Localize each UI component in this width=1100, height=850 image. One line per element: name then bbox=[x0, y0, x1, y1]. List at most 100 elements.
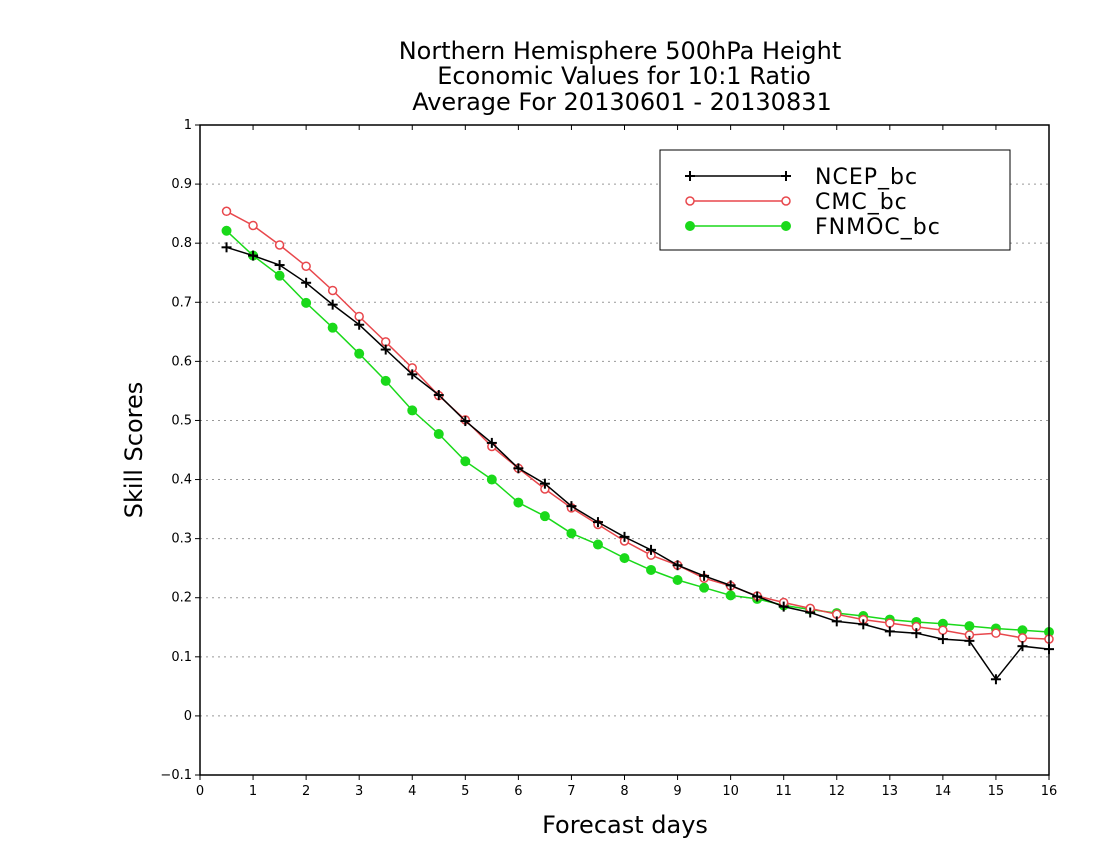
data-point-ncep-bc bbox=[1017, 641, 1028, 652]
legend-entry-ncep-bc: NCEP_bc bbox=[685, 165, 918, 190]
data-point-ncep-bc bbox=[433, 390, 444, 401]
data-point-fnmoc-bc bbox=[513, 497, 524, 508]
data-point-fnmoc-bc bbox=[274, 270, 285, 281]
data-point-fnmoc-bc bbox=[327, 322, 338, 333]
data-point-ncep-bc bbox=[327, 299, 338, 310]
data-point-ncep-bc bbox=[937, 634, 948, 645]
x-axis-label: Forecast days bbox=[542, 811, 708, 839]
data-point-ncep-bc bbox=[539, 478, 550, 489]
axis-ticks: −0.100.10.20.30.40.50.60.70.80.910 1 2 3 4 5 6… bbox=[160, 118, 1057, 799]
data-point-fnmoc-bc bbox=[592, 539, 603, 550]
chart-title: Northern Hemisphere 500hPa Height Econom… bbox=[399, 37, 842, 116]
y-tick-label: 0.1 bbox=[171, 650, 192, 665]
data-point-fnmoc-bc bbox=[672, 575, 683, 585]
data-point-ncep-bc bbox=[486, 437, 497, 448]
x-tick-label: 10 bbox=[722, 784, 739, 799]
data-point-ncep-bc bbox=[752, 591, 763, 602]
title-line-3: Average For 20130601 - 20130831 bbox=[412, 88, 832, 116]
x-tick-label: 8 bbox=[620, 784, 628, 799]
data-point-ncep-bc bbox=[778, 601, 789, 612]
y-tick-label: 0.8 bbox=[171, 236, 192, 251]
x-tick-label: 2 bbox=[302, 784, 310, 799]
data-point-cmc-bc bbox=[991, 628, 1001, 638]
y-tick-label: 0.6 bbox=[171, 354, 192, 369]
x-tick-label: 15 bbox=[988, 784, 1005, 799]
y-tick-label: 0.4 bbox=[171, 473, 192, 488]
data-point-legend-start bbox=[685, 171, 695, 181]
data-point-legend-end bbox=[781, 171, 791, 181]
legend-entry-fnmoc-bc: FNMOC_bc bbox=[685, 215, 941, 240]
x-tick-label: 12 bbox=[828, 784, 845, 799]
legend-label-fnmoc-bc: FNMOC_bc bbox=[815, 215, 941, 240]
data-point-ncep-bc bbox=[858, 619, 869, 630]
data-point-fnmoc-bc bbox=[486, 474, 497, 485]
data-point-ncep-bc bbox=[964, 635, 975, 646]
data-point-cmc-bc bbox=[354, 311, 364, 322]
data-point-ncep-bc bbox=[592, 517, 603, 528]
y-tick-label: 0.9 bbox=[171, 177, 192, 192]
data-point-fnmoc-bc bbox=[539, 511, 550, 522]
legend-box bbox=[659, 149, 1011, 251]
data-point-cmc-bc bbox=[274, 240, 285, 250]
x-tick-label: 14 bbox=[935, 784, 952, 799]
x-tick-label: 6 bbox=[514, 784, 522, 799]
data-point-legend-start bbox=[685, 221, 695, 231]
data-point-ncep-bc bbox=[566, 501, 577, 512]
data-point-fnmoc-bc bbox=[221, 225, 232, 236]
y-tick-label: 0.2 bbox=[171, 591, 192, 606]
y-tick-label: −0.1 bbox=[160, 768, 192, 783]
data-point-ncep-bc bbox=[725, 580, 736, 591]
data-point-ncep-bc bbox=[380, 344, 391, 355]
series-layer bbox=[221, 206, 1054, 685]
series-cmc-bc bbox=[221, 206, 1054, 644]
data-point-fnmoc-bc bbox=[646, 564, 657, 575]
data-point-ncep-bc bbox=[672, 560, 683, 571]
data-point-ncep-bc bbox=[248, 250, 259, 261]
series-line-ncep-bc bbox=[226, 246, 1050, 681]
grid-lines bbox=[200, 183, 1049, 717]
data-point-fnmoc-bc bbox=[460, 456, 471, 467]
data-point-fnmoc-bc bbox=[964, 621, 975, 632]
x-tick-label: 9 bbox=[673, 784, 681, 799]
data-point-ncep-bc bbox=[460, 416, 471, 427]
x-tick-label: 13 bbox=[882, 784, 899, 799]
data-point-ncep-bc bbox=[831, 616, 842, 627]
legend-label-ncep-bc: NCEP_bc bbox=[815, 165, 918, 190]
data-point-cmc-bc bbox=[938, 625, 948, 635]
series-fnmoc-bc bbox=[221, 225, 1054, 637]
data-point-fnmoc-bc bbox=[566, 528, 577, 539]
data-point-ncep-bc bbox=[699, 570, 710, 581]
x-tick-label: 3 bbox=[355, 784, 363, 799]
x-tick-label: 11 bbox=[775, 784, 792, 799]
data-point-ncep-bc bbox=[990, 674, 1001, 685]
data-point-fnmoc-bc bbox=[380, 375, 391, 386]
legend-label-cmc-bc: CMC_bc bbox=[815, 190, 908, 215]
data-point-legend-end bbox=[781, 196, 791, 206]
y-tick-label: 1 bbox=[184, 118, 192, 133]
title-line-2: Economic Values for 10:1 Ratio bbox=[437, 62, 811, 90]
y-axis-label: Skill Scores bbox=[120, 382, 148, 519]
series-line-cmc-bc bbox=[226, 210, 1050, 640]
series-line-fnmoc-bc bbox=[225, 230, 1050, 633]
data-point-cmc-bc bbox=[1017, 633, 1028, 643]
data-point-fnmoc-bc bbox=[301, 297, 312, 308]
data-point-legend-start bbox=[685, 196, 695, 206]
x-tick-label: 5 bbox=[461, 784, 469, 799]
data-point-ncep-bc bbox=[805, 607, 816, 618]
legend-entry-cmc-bc: CMC_bc bbox=[685, 190, 908, 215]
y-tick-label: 0.3 bbox=[171, 532, 192, 547]
data-point-legend-end bbox=[781, 221, 791, 231]
data-point-fnmoc-bc bbox=[699, 582, 710, 593]
data-point-ncep-bc bbox=[513, 463, 524, 474]
data-point-ncep-bc bbox=[619, 531, 630, 542]
data-point-ncep-bc bbox=[911, 628, 922, 639]
x-tick-label: 7 bbox=[567, 784, 575, 799]
data-point-cmc-bc bbox=[301, 261, 311, 271]
data-point-ncep-bc bbox=[354, 319, 365, 330]
series-ncep-bc bbox=[221, 242, 1054, 685]
x-tick-label: 0 bbox=[196, 784, 204, 799]
y-tick-label: 0.5 bbox=[171, 413, 192, 428]
y-tick-label: 0 bbox=[184, 709, 192, 724]
